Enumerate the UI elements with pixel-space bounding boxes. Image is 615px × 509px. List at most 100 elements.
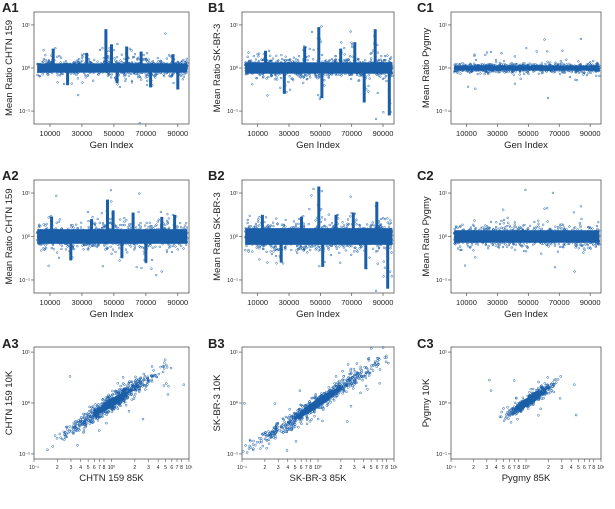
data-point [266,94,269,97]
data-point [170,250,174,254]
data-point [179,226,183,229]
data-point [137,223,141,227]
data-point [123,57,126,61]
data-point [272,250,275,253]
data-point [546,96,550,100]
data-point [182,58,185,62]
data-point [357,79,360,82]
data-point [305,78,309,81]
data-point [329,253,333,257]
data-point [122,72,125,75]
data-point [174,245,177,248]
data-point [275,76,278,79]
data-point [57,220,60,223]
data-point [110,73,113,76]
data-point [47,264,50,267]
data-point [153,70,157,73]
data-point [64,68,67,71]
data-point [302,214,305,218]
data-points [36,189,189,277]
data-point [156,72,159,75]
data-point [130,49,133,52]
data-point [107,54,110,58]
data-point [128,47,132,50]
data-point [246,218,249,222]
data-point [371,49,375,52]
data-point [138,121,141,125]
data-point [56,251,59,254]
data-point [258,258,261,261]
data-point [126,55,129,58]
data-point [44,54,47,57]
data-point [102,56,105,60]
data-point [136,56,140,59]
data-point [164,223,167,227]
data-point [312,58,315,61]
data-point [382,275,385,278]
data-point [62,82,66,86]
data-point [352,250,356,253]
data-point [341,221,344,224]
data-point [323,218,327,221]
data-point [44,58,47,62]
data-point [387,225,391,228]
data-point [245,244,248,248]
data-point [320,189,323,193]
y-tick-label: 10⁻¹ [227,109,238,115]
data-point [171,244,174,248]
data-spike [85,52,89,68]
data-point [130,61,134,64]
data-point [42,223,45,226]
data-point [157,60,160,63]
data-point [89,63,93,67]
panel-label: C2 [417,168,434,183]
data-point [81,81,84,84]
data-point [349,195,352,198]
data-point [179,68,183,71]
data-point [150,267,153,270]
x-tick-label: 30000 [72,129,93,138]
data-point [279,76,283,80]
data-point [280,223,284,226]
data-point [176,248,179,251]
data-point [112,62,116,66]
x-axis-label: Gen Index [296,309,340,320]
data-point [38,75,42,78]
data-point [109,63,113,66]
data-point [350,43,354,46]
data-point [169,54,172,58]
data-point [297,75,300,78]
data-point [343,46,346,50]
data-point [87,219,90,223]
data-spike [334,214,338,237]
data-point [368,77,371,80]
data-point [87,225,90,229]
data-point [314,219,317,222]
y-tick-label: 10⁰ [230,65,239,72]
data-point [587,71,590,74]
data-point [140,78,143,81]
data-point [185,226,189,229]
data-point [185,60,188,63]
data-point [175,68,178,72]
data-point [86,210,90,214]
data-spike [160,216,164,237]
data-point [91,79,95,82]
data-spike [115,68,119,84]
data-point [136,58,139,61]
data-point [390,251,393,254]
data-point [338,251,341,255]
data-point [109,60,112,64]
data-point [273,78,277,81]
data-point [155,273,158,277]
data-point [344,249,347,252]
data-point [148,221,151,224]
data-point [41,73,44,76]
data-point [306,77,309,81]
data-point [134,226,138,229]
data-point [254,58,258,61]
data-point [60,244,64,247]
data-point [317,73,321,77]
